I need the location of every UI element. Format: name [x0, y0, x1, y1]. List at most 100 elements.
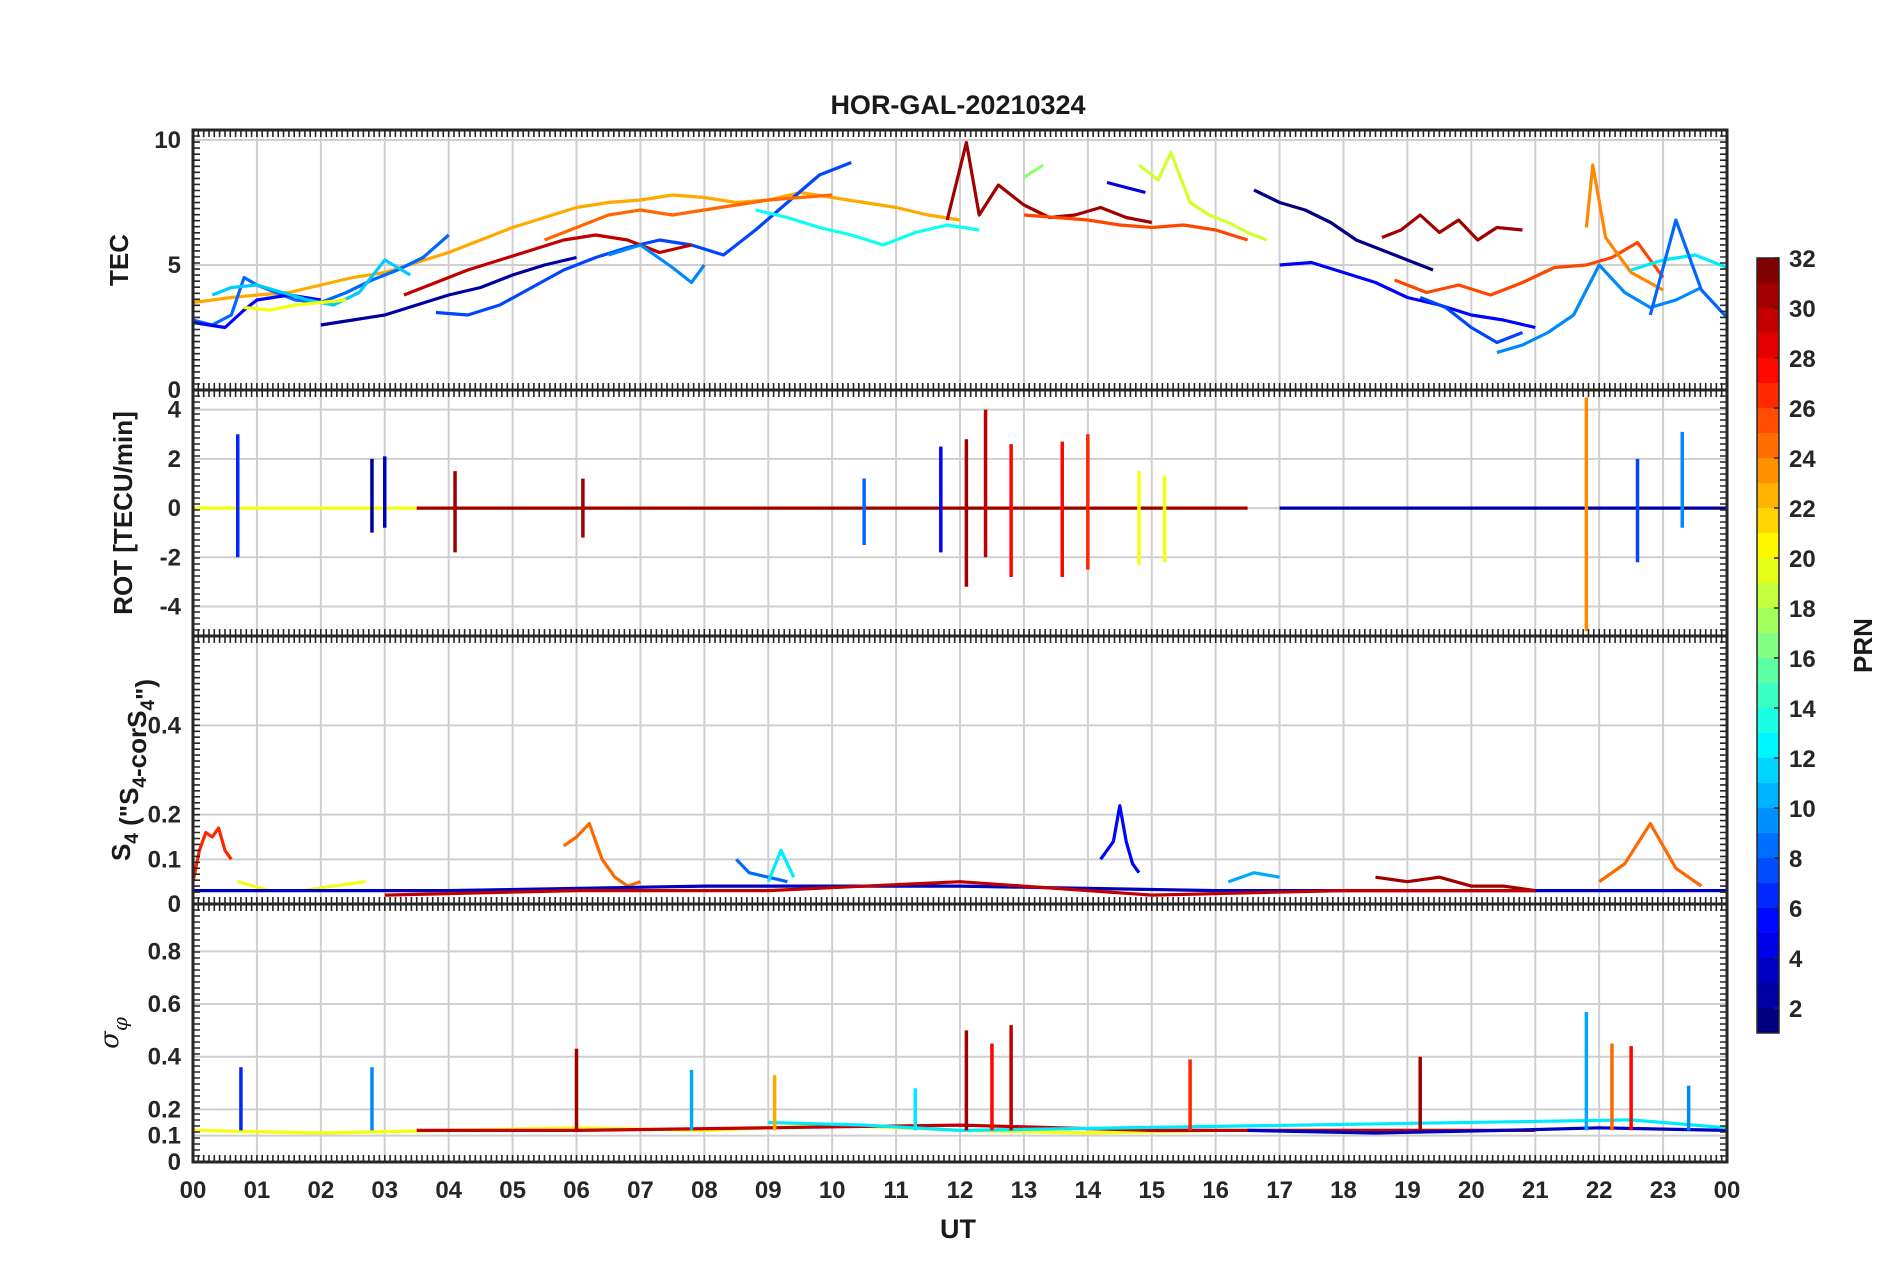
series-prn-26 [1023, 213, 1249, 242]
colorbar-tick-label: 16 [1789, 646, 1816, 673]
x-tick-label: 18 [1330, 1177, 1357, 1204]
panel-s4: 00.10.20.4S4 ("S4-corS4") [106, 634, 1729, 918]
series-prn-9 [608, 243, 706, 285]
colorbar-tick-label: 30 [1789, 296, 1816, 323]
x-tick-label: 14 [1074, 1177, 1101, 1204]
x-tick-label: 15 [1138, 1177, 1165, 1204]
series-prn-2 [320, 255, 577, 327]
y-axis-label-part: ("S [114, 788, 144, 834]
x-minor-ticks [192, 130, 1728, 390]
series-prn-4 [1106, 180, 1146, 195]
x-tick-label: 06 [563, 1177, 590, 1204]
series-prn-13 [755, 208, 980, 247]
y-tick-label: 0 [168, 891, 181, 918]
x-tick-label: 01 [244, 1177, 271, 1204]
series-prn-8 [1648, 218, 1727, 319]
series-prn-25 [1598, 821, 1703, 888]
x-tick-label: 07 [627, 1177, 654, 1204]
y-axis-label-subscript: 4 [138, 700, 159, 711]
x-tick-label: 10 [819, 1177, 846, 1204]
series-prn-20 [193, 1123, 1216, 1135]
panel-data [193, 804, 1727, 897]
series-prn-31 [1375, 875, 1536, 893]
x-tick-label: 22 [1586, 1177, 1613, 1204]
series-prn-11 [211, 258, 412, 307]
series-prn-5 [1099, 804, 1141, 874]
panel-data [193, 1011, 1727, 1135]
chart-title: HOR-GAL-20210324 [830, 90, 1085, 120]
colorbar-tick-label: 14 [1789, 696, 1816, 723]
y-tick-label: 0 [168, 495, 181, 522]
y-tick-label: 0 [168, 377, 181, 404]
y-tick-label: -2 [160, 544, 181, 571]
colorbar-tick-label: 10 [1789, 796, 1816, 823]
panel-sigma: 00.10.2 0.4 0.6 0.8 σφ 00 01 02 03 04 05 06 07 08 09 10… [95, 902, 1741, 1204]
series-prn-1 [1253, 188, 1434, 272]
colorbar-label: PRN [1848, 618, 1878, 673]
series-prn-3 [1247, 1126, 1727, 1135]
series-prn-26 [1394, 240, 1665, 297]
y-tick-label: 0 [168, 1149, 181, 1176]
y-minor-ticks [193, 129, 1727, 391]
x-tick-label: 17 [1266, 1177, 1293, 1204]
x-tick-label: 03 [371, 1177, 398, 1204]
y-axis-label: TEC [104, 234, 134, 286]
series-prn-25 [543, 193, 833, 242]
y-axis-label-part: S [106, 844, 136, 861]
y-axis-label-part: -corS [122, 711, 152, 777]
panel-data [193, 140, 1727, 355]
colorbar-tick-label: 4 [1789, 946, 1803, 973]
x-tick-label: 09 [755, 1177, 782, 1204]
colorbar-tick-label: 6 [1789, 896, 1802, 923]
x-minor-ticks [192, 636, 1728, 904]
x-tick-label: 08 [691, 1177, 718, 1204]
series-prn-9 [1496, 263, 1703, 355]
y-axis-label-part: ") [130, 679, 160, 700]
series-prn-8 [193, 233, 450, 327]
y-tick-label: 0.4 [148, 1044, 182, 1071]
series-prn-20 [243, 298, 347, 312]
y-axis-label-sigma: σ [95, 1030, 125, 1049]
x-tick-label: 12 [947, 1177, 974, 1204]
colorbar-tick-label: 12 [1789, 746, 1816, 773]
series-prn-12 [768, 1118, 1727, 1133]
colorbar-tick-label: 28 [1789, 346, 1816, 373]
x-tick-label: 13 [1011, 1177, 1038, 1204]
series-prn-7 [435, 161, 852, 317]
series-prn-5 [1279, 260, 1536, 330]
colorbar-tick-label: 2 [1789, 996, 1802, 1023]
series-prn-7 [1419, 296, 1524, 345]
x-tick-label: 00 [180, 1177, 207, 1204]
x-axis-label: UT [940, 1214, 976, 1244]
x-tick-label: 21 [1522, 1177, 1549, 1204]
series-prn-12 [766, 848, 796, 883]
x-tick-label: 05 [499, 1177, 526, 1204]
x-tick-label: 02 [307, 1177, 334, 1204]
y-tick-label: 0.2 [148, 802, 181, 829]
x-tick-label: 16 [1202, 1177, 1229, 1204]
y-tick-label: 0.4 [148, 712, 182, 739]
y-axis-label-phi: φ [108, 1017, 132, 1031]
x-tick-label: 00 [1714, 1177, 1741, 1204]
x-tick-label: 11 [883, 1177, 908, 1204]
y-axis-label: σφ [95, 1017, 132, 1049]
y-axis-label: ROT [TECU/min] [108, 411, 138, 615]
y-tick-label: 0.1 [148, 1123, 181, 1150]
y-tick-label: -4 [160, 593, 182, 620]
x-minor-ticks [192, 904, 1728, 1162]
series-prn-12 [1630, 253, 1727, 272]
series-prn-30 [384, 880, 1536, 897]
y-tick-label: 0.1 [148, 846, 181, 873]
series-prn-17 [1023, 163, 1044, 179]
series-prn-31 [1381, 213, 1523, 242]
y-tick-label: 0.2 [148, 1096, 181, 1123]
series-prn-31 [945, 140, 1153, 225]
y-axis-label-subscript: 4 [130, 777, 151, 788]
x-tick-label: 19 [1394, 1177, 1421, 1204]
panel-tec: 0 5 10 TEC [104, 127, 1729, 404]
y-tick-label: 0.6 [148, 991, 181, 1018]
panel-rot: -4 -2 0 2 4 ROT [TECU/min] [108, 388, 1729, 638]
